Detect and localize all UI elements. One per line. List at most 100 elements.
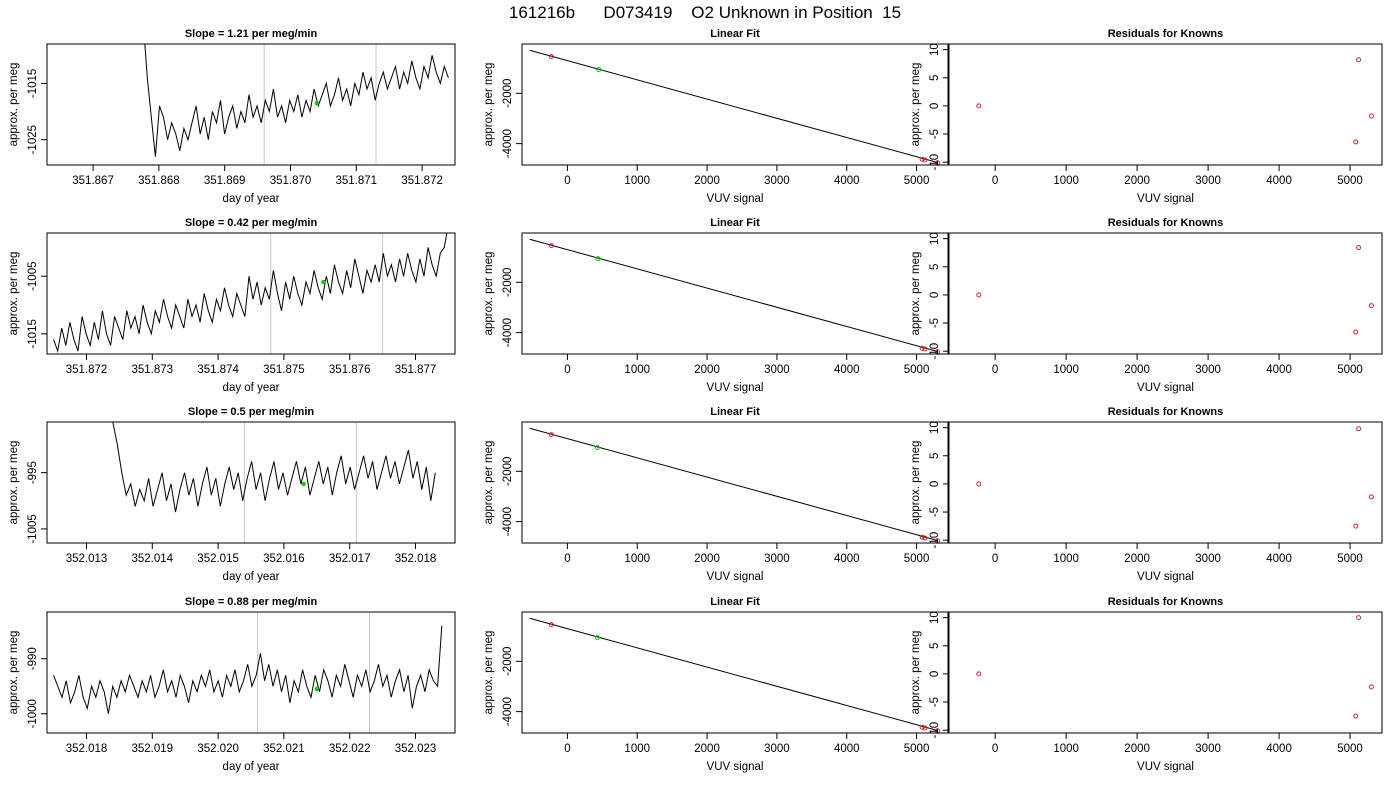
fit-line <box>529 617 938 731</box>
x-axis-label: VUV signal <box>1137 571 1194 583</box>
x-tick-label: 351.877 <box>395 364 437 376</box>
y-tick-label: -2000 <box>502 79 514 108</box>
x-tick-label: 0 <box>992 175 998 187</box>
x-tick-label: 5000 <box>904 175 930 187</box>
known-point <box>919 156 925 162</box>
plot-area <box>144 44 449 157</box>
y-tick-label: -2000 <box>502 457 514 486</box>
known-point <box>922 725 928 731</box>
x-tick-label: 2000 <box>694 553 720 565</box>
y-axis-label: approx. per meg <box>910 631 922 715</box>
x-tick-label: 3000 <box>764 175 790 187</box>
known-point <box>976 671 982 677</box>
x-tick-label: 5000 <box>904 743 930 755</box>
y-tick-label: -5 <box>929 697 941 707</box>
x-tick-label: 4000 <box>1266 743 1292 755</box>
y-axis-label: approx. per meg <box>483 441 495 525</box>
y-tick-label: 5 <box>929 453 941 459</box>
x-tick-label: 2000 <box>694 743 720 755</box>
chart-title: Linear Fit <box>710 217 760 229</box>
x-tick-label: 1000 <box>1053 743 1079 755</box>
x-tick-label: 352.015 <box>197 553 239 565</box>
plot-area <box>53 233 448 354</box>
x-tick-label: 352.018 <box>66 743 108 755</box>
known-point <box>548 54 554 60</box>
y-tick-label: -995 <box>27 461 39 484</box>
data-series-line <box>53 625 443 714</box>
chart-panel: Residuals for Knowns 0 1000 2000 3000 4000 500… <box>910 406 1383 583</box>
x-tick-label: 352.018 <box>395 553 437 565</box>
x-tick-label: 4000 <box>1266 553 1292 565</box>
x-tick-label: 351.867 <box>72 175 114 187</box>
chart-panel: Linear Fit 0 1000 2000 3000 4000 5000 -2000 -400… <box>483 406 949 583</box>
x-tick-label: 0 <box>564 743 570 755</box>
y-tick-label: -4000 <box>502 318 514 347</box>
x-tick-label: 2000 <box>694 175 720 187</box>
x-tick-label: 5000 <box>1337 364 1363 376</box>
chart-title: Slope = 0.5 per meg/min <box>188 406 315 418</box>
x-axis-label: VUV signal <box>707 571 764 583</box>
known-point <box>1356 426 1362 432</box>
x-tick-label: 352.020 <box>197 743 239 755</box>
x-tick-label: 5000 <box>904 364 930 376</box>
known-point <box>1356 615 1362 621</box>
x-tick-label: 351.874 <box>197 364 239 376</box>
x-tick-label: 351.868 <box>138 175 180 187</box>
x-axis-label: day of year <box>223 761 280 773</box>
y-axis-label: approx. per meg <box>910 63 922 147</box>
chart-panel: Slope = 0.88 per meg/min 352.018 352.019 35… <box>8 596 456 773</box>
y-tick-label: -1015 <box>27 319 39 348</box>
y-tick-label: 0 <box>929 481 941 487</box>
x-tick-label: 0 <box>564 175 570 187</box>
plot-area <box>529 617 941 733</box>
y-tick-label: -2000 <box>502 647 514 676</box>
plot-frame <box>521 421 949 544</box>
x-tick-label: 5000 <box>1337 553 1363 565</box>
x-tick-label: 1000 <box>1053 175 1079 187</box>
plot-area <box>976 615 1374 719</box>
x-tick-label: 1000 <box>624 175 650 187</box>
fit-line <box>529 49 938 163</box>
x-tick-label: 1000 <box>624 553 650 565</box>
known-point <box>922 346 928 352</box>
x-tick-label: 1000 <box>624 743 650 755</box>
y-tick-label: -1015 <box>27 69 39 98</box>
known-point <box>548 432 554 438</box>
unknown-sample-point <box>321 279 326 285</box>
known-point <box>1353 139 1359 145</box>
plot-area <box>529 238 941 354</box>
plot-frame <box>46 232 456 355</box>
x-axis-label: VUV signal <box>707 193 764 205</box>
y-tick-label: 10 <box>929 43 941 56</box>
chart-panel: Residuals for Knowns 0 1000 2000 3000 4000 500… <box>910 28 1383 205</box>
x-tick-label: 4000 <box>834 364 860 376</box>
x-tick-label: 351.871 <box>336 175 378 187</box>
x-tick-label: 352.022 <box>329 743 371 755</box>
x-axis-label: VUV signal <box>1137 761 1194 773</box>
y-tick-label: 10 <box>929 232 941 245</box>
y-tick-label: -10 <box>929 722 941 739</box>
known-point <box>548 243 554 249</box>
data-series-line <box>144 44 449 157</box>
x-axis-label: VUV signal <box>707 761 764 773</box>
x-tick-label: 352.016 <box>263 553 305 565</box>
y-tick-label: -5 <box>929 129 941 139</box>
unknown-sample-point <box>301 481 306 487</box>
y-tick-label: 0 <box>929 292 941 298</box>
unknown-point <box>596 67 602 73</box>
y-tick-label: -1000 <box>27 699 39 728</box>
x-tick-label: 352.013 <box>66 553 108 565</box>
known-point <box>919 534 925 540</box>
y-tick-label: 5 <box>929 75 941 81</box>
known-point <box>922 535 928 541</box>
y-tick-label: 10 <box>929 421 941 434</box>
x-tick-label: 351.875 <box>263 364 305 376</box>
y-tick-label: -5 <box>929 507 941 517</box>
known-point <box>1353 329 1359 335</box>
unknown-point <box>594 635 600 641</box>
chart-panel: Slope = 0.42 per meg/min 351.872 351.873 35… <box>8 217 456 394</box>
plot-area <box>529 427 941 543</box>
chart-title: Slope = 1.21 per meg/min <box>185 28 318 40</box>
x-tick-label: 2000 <box>694 364 720 376</box>
